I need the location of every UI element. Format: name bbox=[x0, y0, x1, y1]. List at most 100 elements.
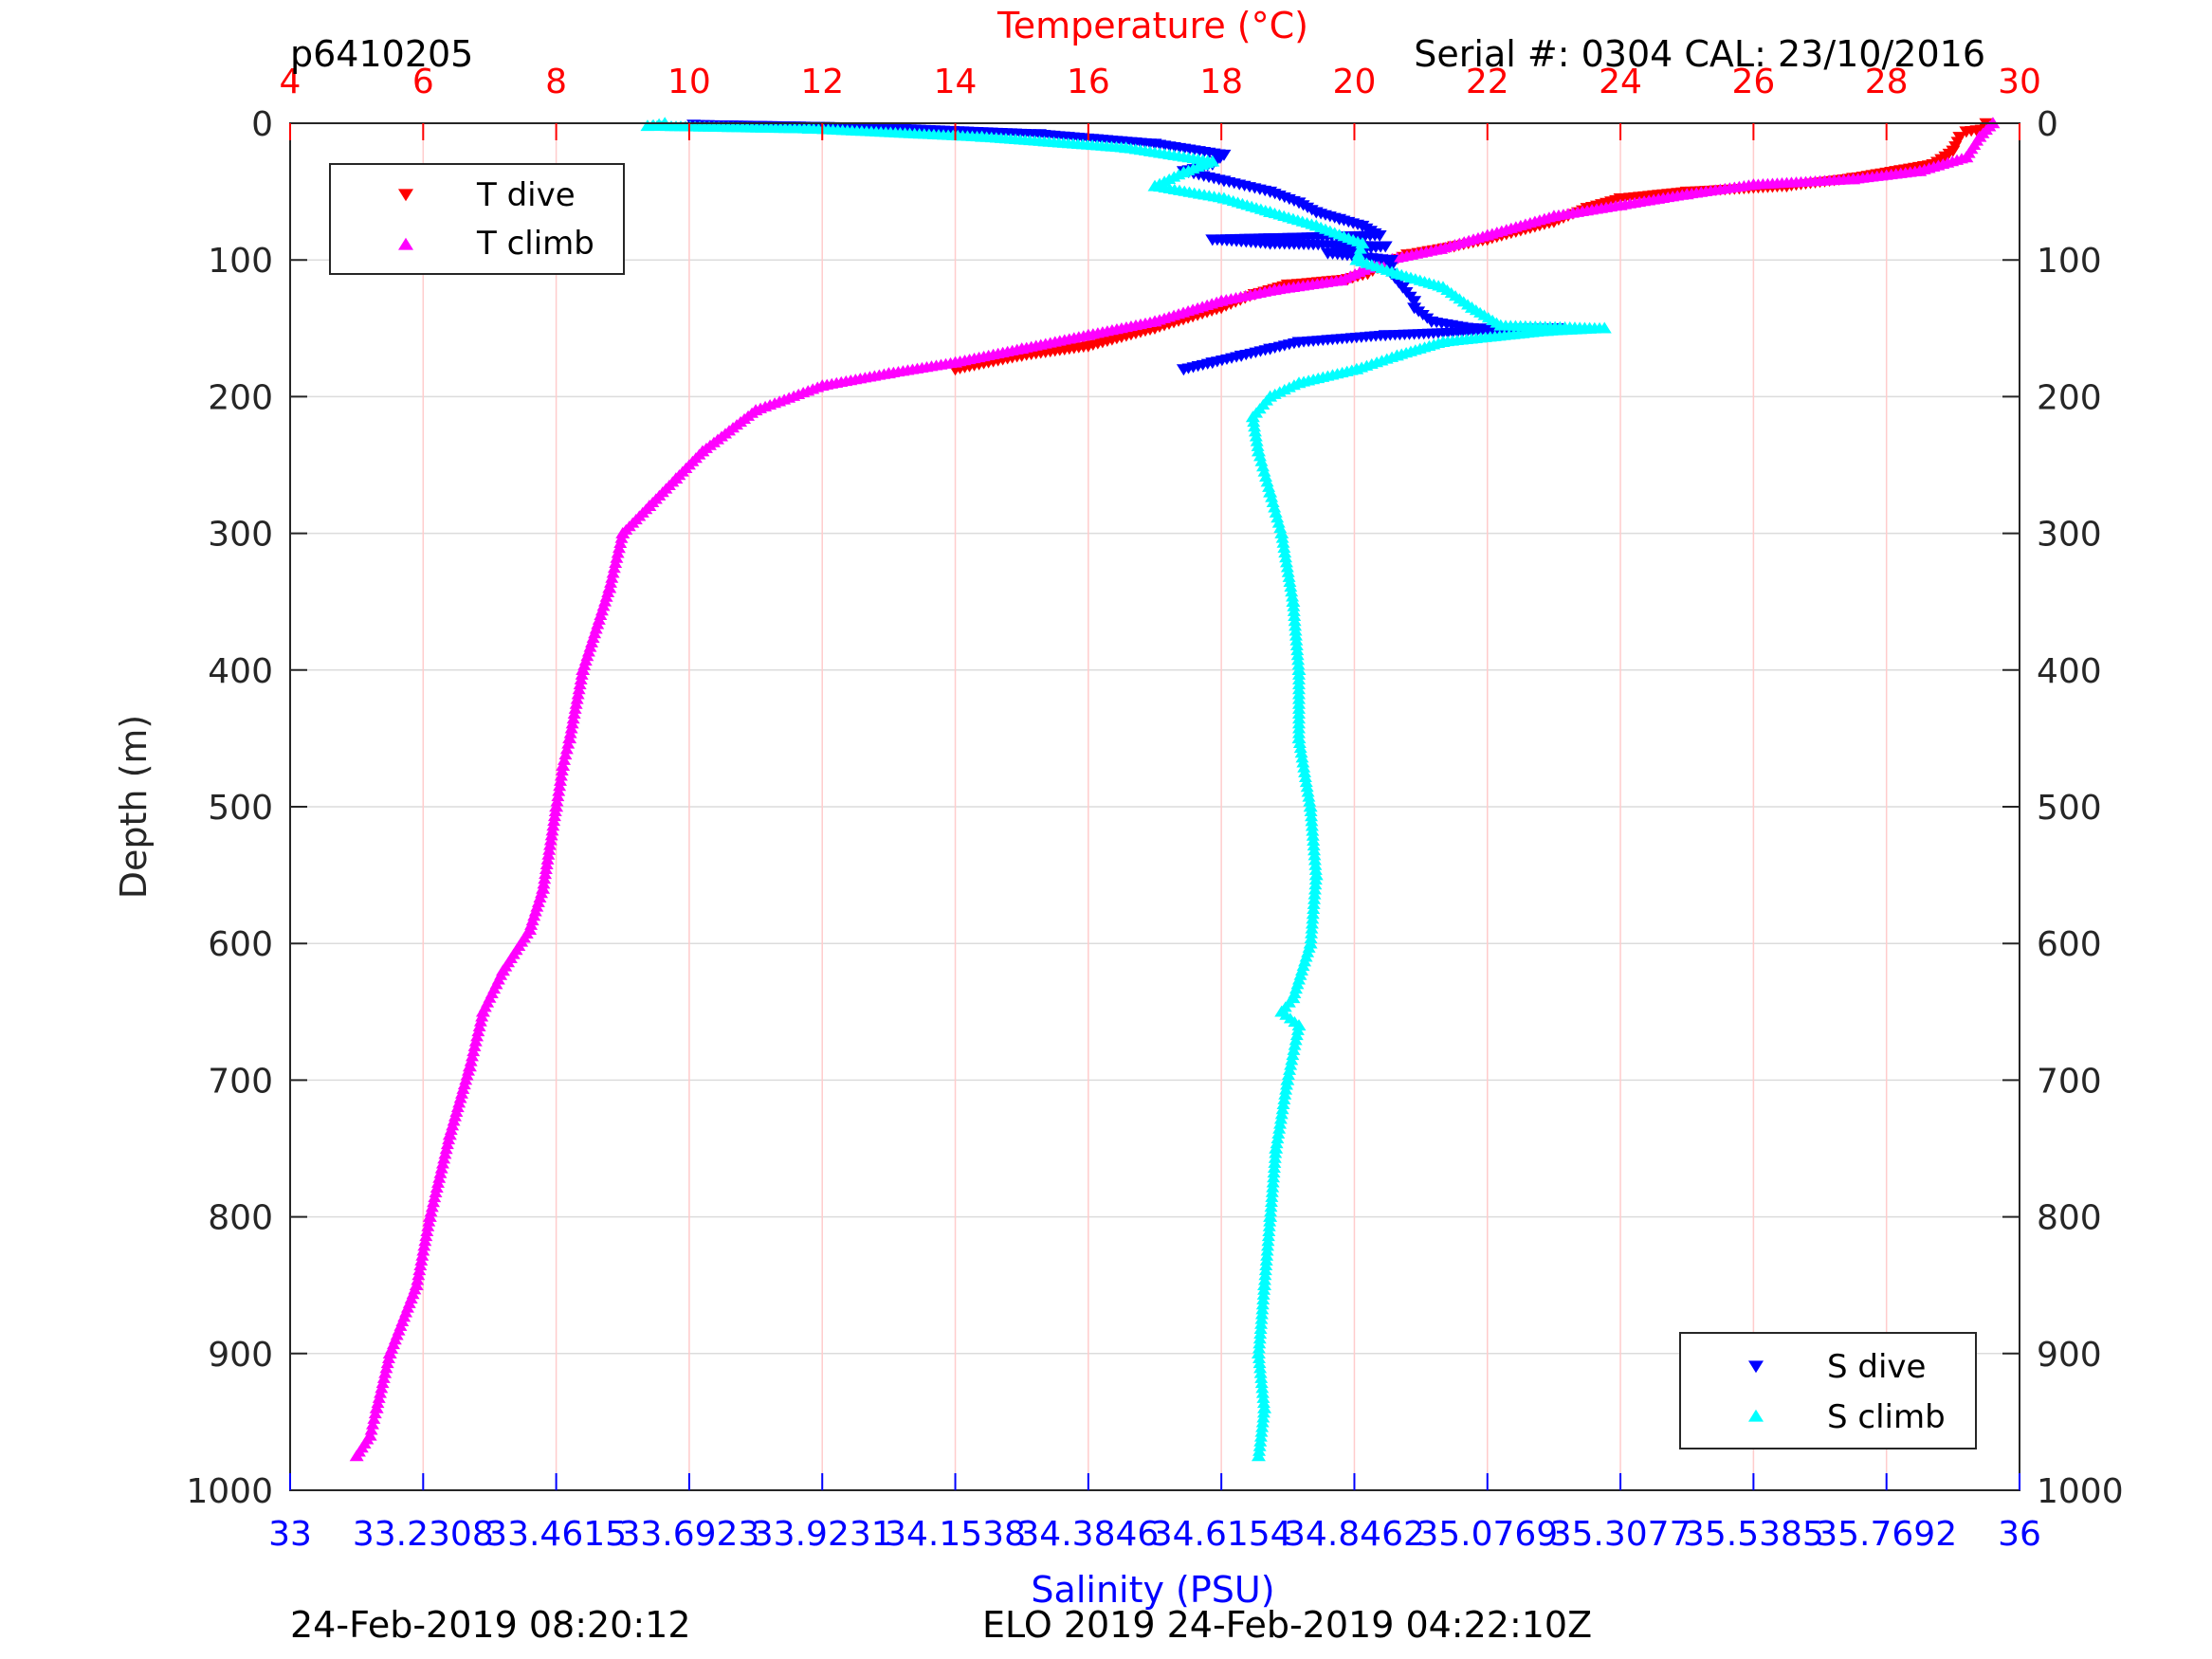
s-climb-trail-mark bbox=[1261, 1230, 1275, 1242]
t-climb-trail-mark bbox=[465, 1050, 479, 1062]
salinity-tick-label: 35.5385 bbox=[1683, 1515, 1824, 1554]
t-climb-trail-mark bbox=[538, 873, 552, 884]
t-climb-trail-mark bbox=[609, 556, 623, 568]
t-climb-trail-mark bbox=[566, 713, 580, 724]
s-climb-trail-mark bbox=[1262, 1220, 1276, 1231]
s-climb-trail-mark bbox=[1306, 908, 1320, 920]
y-tick-label-left: 500 bbox=[208, 789, 273, 828]
s-climb-trail-mark bbox=[1255, 1416, 1270, 1428]
s-climb-trail-mark bbox=[1289, 634, 1304, 646]
t-climb-point bbox=[422, 1210, 437, 1222]
t-climb-point bbox=[562, 732, 577, 744]
s-dive-point bbox=[1372, 229, 1387, 242]
t-climb-point bbox=[536, 882, 551, 894]
salinity-axis-label: Salinity (PSU) bbox=[1031, 1569, 1274, 1611]
s-climb-point bbox=[1274, 1005, 1289, 1017]
temperature-tick-label: 26 bbox=[1731, 63, 1775, 101]
t-climb-trail-mark bbox=[375, 1376, 390, 1389]
t-climb-trail-mark bbox=[416, 1245, 430, 1256]
s-climb-point bbox=[1308, 868, 1324, 881]
s-climb-trail-mark bbox=[1273, 1118, 1288, 1129]
s-climb-trail-mark bbox=[1268, 501, 1282, 513]
t-climb-point bbox=[602, 581, 617, 593]
y-tick-label-left: 100 bbox=[208, 242, 273, 281]
t-climb-point bbox=[495, 964, 510, 976]
t-climb-trail-mark bbox=[612, 542, 626, 554]
s-climb-point bbox=[1147, 179, 1162, 191]
s-climb-trail-mark bbox=[1282, 571, 1296, 582]
s-climb-trail-mark bbox=[1307, 845, 1322, 856]
t-climb-point bbox=[462, 1060, 477, 1072]
t-climb-point bbox=[362, 1429, 377, 1441]
s-climb-point bbox=[1389, 266, 1404, 279]
t-climb-point bbox=[948, 356, 963, 368]
s-climb-trail-mark bbox=[1283, 575, 1297, 587]
data-layer bbox=[349, 117, 2001, 1462]
s-climb-point bbox=[1119, 141, 1134, 154]
s-climb-trail-mark bbox=[1270, 1138, 1284, 1149]
t-climb-trail-mark bbox=[610, 552, 624, 563]
t-climb-trail-mark bbox=[559, 743, 574, 755]
t-climb-trail-mark bbox=[439, 1143, 453, 1155]
t-climb-trail-mark bbox=[539, 858, 554, 869]
s-climb-trail-mark bbox=[1284, 580, 1298, 592]
s-climb-point bbox=[1597, 321, 1612, 334]
s-climb-trail-mark bbox=[1307, 839, 1321, 851]
s-dive-point bbox=[1407, 296, 1422, 308]
t-climb-point bbox=[1912, 164, 1928, 176]
t-climb-trail-mark bbox=[605, 572, 619, 583]
t-climb-point bbox=[1846, 173, 1861, 185]
salinity-tick-label: 33.9231 bbox=[752, 1515, 893, 1554]
s-climb-trail-mark bbox=[1255, 1304, 1270, 1315]
salinity-tick-label: 36 bbox=[1998, 1515, 2041, 1554]
series-t-climb bbox=[349, 117, 2001, 1462]
s-climb-trail-mark bbox=[1254, 1372, 1269, 1383]
s-dive-point bbox=[1263, 238, 1278, 250]
s-climb-trail-mark bbox=[1271, 1127, 1286, 1139]
s-climb-trail-mark bbox=[1260, 476, 1274, 487]
y-tick-label-right: 600 bbox=[2037, 925, 2102, 964]
t-climb-trail-mark bbox=[539, 867, 553, 880]
t-climb-trail-mark bbox=[613, 537, 628, 548]
s-climb-point bbox=[1263, 1210, 1278, 1222]
s-climb-trail-mark bbox=[1256, 461, 1270, 472]
legend-s-dive-label: S dive bbox=[1827, 1348, 1926, 1386]
s-dive-point bbox=[1216, 149, 1232, 161]
s-climb-trail-mark bbox=[1288, 610, 1302, 622]
s-climb-trail-mark bbox=[1291, 654, 1306, 665]
salinity-tick-label: 35.3077 bbox=[1550, 1515, 1691, 1554]
s-climb-trail-mark bbox=[1307, 888, 1322, 900]
legend-salinity: S dive S climb bbox=[1679, 1332, 1977, 1449]
s-climb-trail-mark bbox=[1271, 512, 1285, 523]
t-climb-point bbox=[1480, 228, 1495, 241]
s-dive-point bbox=[1291, 337, 1307, 349]
s-climb-trail-mark bbox=[1289, 639, 1304, 650]
t-climb-trail-mark bbox=[546, 820, 560, 831]
axes: 0 0 100 100 200 200 300 300 400 400 500 500 600 600 70… bbox=[186, 63, 2123, 1554]
s-climb-trail-mark bbox=[1285, 586, 1299, 597]
t-climb-trail-mark bbox=[558, 748, 573, 760]
s-climb-trail-mark bbox=[1289, 620, 1303, 631]
s-dive-point bbox=[1395, 282, 1410, 294]
s-climb-trail-mark bbox=[1254, 1313, 1269, 1324]
s-climb-trail-mark bbox=[1254, 1308, 1269, 1320]
t-climb-point bbox=[1546, 210, 1562, 222]
t-climb-trail-mark bbox=[607, 562, 621, 574]
t-climb-trail-mark bbox=[472, 1020, 486, 1031]
s-climb-trail-mark bbox=[1261, 1235, 1275, 1247]
t-climb-point bbox=[1333, 274, 1348, 286]
t-climb-point bbox=[1081, 328, 1096, 340]
t-climb-trail-mark bbox=[543, 839, 558, 850]
t-climb-point bbox=[881, 367, 896, 379]
profile-id: p6410205 bbox=[290, 33, 473, 75]
s-climb-trail-mark bbox=[1258, 1269, 1272, 1281]
s-climb-trail-mark bbox=[1264, 1201, 1278, 1212]
s-climb-point bbox=[801, 122, 816, 135]
salinity-tick-label: 34.8462 bbox=[1284, 1515, 1425, 1554]
s-climb-point bbox=[1274, 526, 1289, 538]
s-climb-trail-mark bbox=[1273, 1113, 1288, 1124]
s-climb-trail-mark bbox=[1305, 811, 1319, 822]
t-climb-point bbox=[442, 1128, 457, 1140]
legend-t-dive-label: T dive bbox=[476, 176, 576, 214]
s-climb-point bbox=[1280, 1073, 1295, 1085]
